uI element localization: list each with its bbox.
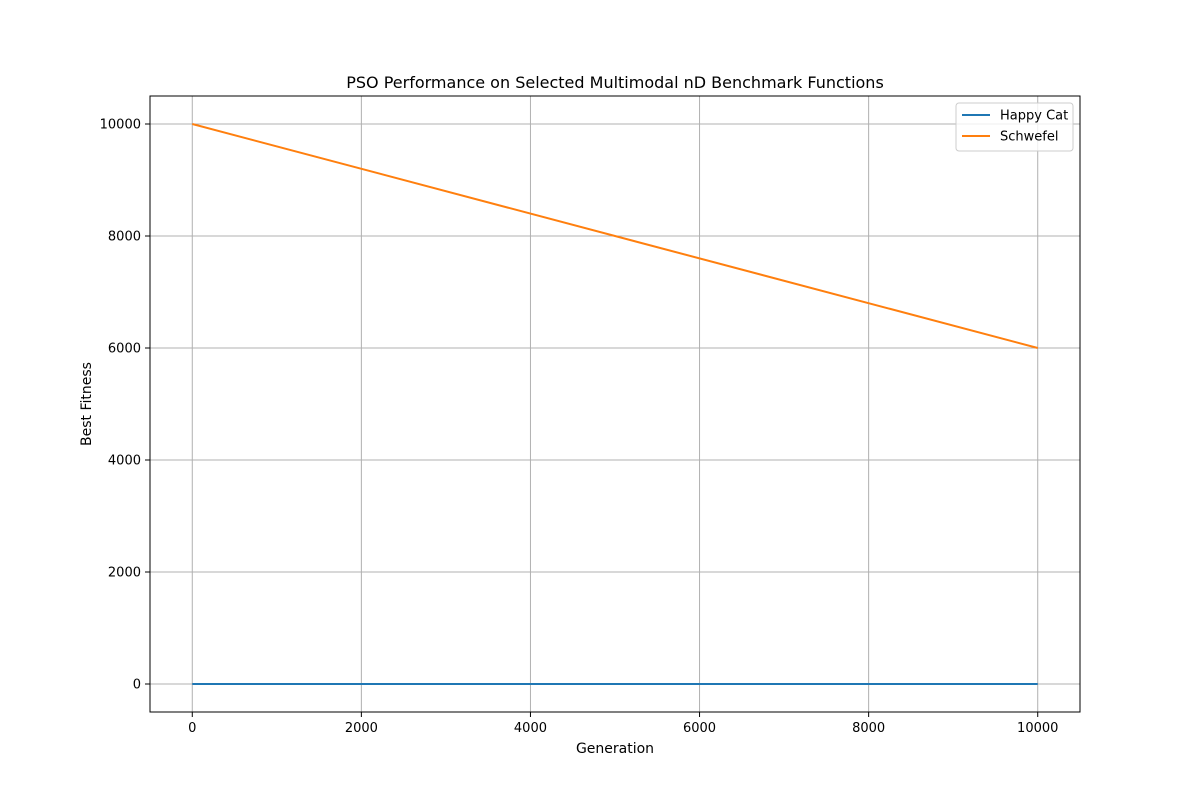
y-tick-label: 10000 [100, 118, 141, 133]
y-tick-label: 2000 [108, 566, 141, 581]
legend-label: Happy Cat [1000, 109, 1068, 124]
chart-title: PSO Performance on Selected Multimodal n… [346, 73, 884, 92]
y-tick-label: 6000 [108, 342, 141, 357]
y-tick-label: 4000 [108, 454, 141, 469]
legend-label: Schwefel [1000, 130, 1058, 145]
series-line-schwefel [192, 123, 1038, 349]
y-tick-label: 0 [133, 678, 141, 693]
x-tick-label: 8000 [852, 721, 885, 736]
x-axis-title: Generation [576, 741, 654, 757]
y-axis-title: Best Fitness [79, 362, 95, 446]
y-tick-label: 8000 [108, 230, 141, 245]
plot-frame [149, 95, 1081, 713]
x-tick-label: 2000 [345, 721, 378, 736]
series-lines [192, 123, 1038, 685]
x-tick-label: 4000 [514, 721, 547, 736]
x-tick-label: 0 [188, 721, 196, 736]
legend: Happy Cat Schwefel [955, 102, 1074, 152]
ticks: 0 2000 4000 6000 8000 10000 0 2000 4000 6000 8000 1… [100, 118, 1059, 737]
x-tick-label: 10000 [1017, 721, 1058, 736]
x-tick-label: 6000 [683, 721, 716, 736]
